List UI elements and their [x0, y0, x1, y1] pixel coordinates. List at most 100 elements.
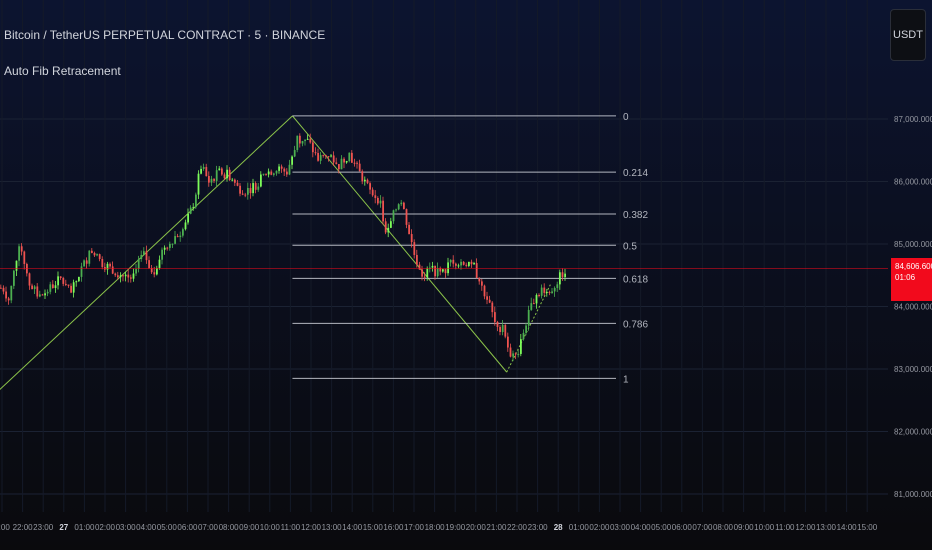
time-tick-label: 16:00: [383, 523, 404, 532]
candle-body: [319, 155, 322, 161]
candle-body: [176, 236, 179, 238]
candle-body: [291, 156, 293, 165]
time-tick-label: 04:00: [136, 523, 157, 532]
time-axis[interactable]: 1:0022:0023:002701:0002:0003:0004:0005:0…: [0, 523, 878, 532]
candle-body: [522, 332, 525, 340]
candle-body: [377, 197, 379, 204]
candle-body: [358, 163, 361, 172]
candle-body: [39, 294, 41, 297]
candle-body: [98, 254, 101, 259]
candle-body: [369, 183, 371, 190]
price-tick-label: 83,000.000000: [894, 365, 932, 374]
time-tick-label: 11:00: [775, 523, 795, 532]
candle-body: [67, 284, 70, 286]
candle-body: [345, 161, 348, 163]
candle-body: [140, 254, 143, 260]
candle-body: [436, 268, 439, 277]
candle-body: [488, 299, 491, 303]
candle-body: [80, 266, 83, 277]
candle-body: [234, 179, 236, 183]
candle-body: [52, 284, 54, 288]
time-tick-label: 10:00: [754, 523, 775, 532]
fib-level-label: 0.382: [623, 210, 648, 221]
candle-body: [226, 169, 228, 179]
candle-body: [465, 264, 468, 266]
candle-body: [449, 259, 452, 263]
candle-body: [247, 188, 249, 195]
price-tick-label: 85,000.000000: [894, 240, 932, 249]
candle-body: [382, 200, 384, 222]
candle-body: [150, 267, 153, 273]
candle-body: [470, 261, 473, 265]
fib-retracement[interactable]: 0 0.214 0.382 0.5 0.618 0.786 1: [292, 112, 648, 386]
candle-body: [306, 138, 309, 140]
time-tick-label: 09:00: [239, 523, 260, 532]
candle-body: [171, 243, 174, 245]
candle-body: [262, 173, 265, 175]
fib-level-label: 0: [623, 112, 629, 123]
candle-body: [231, 179, 234, 181]
candle-body: [327, 156, 330, 158]
candle-body: [280, 166, 283, 169]
candle-body: [13, 270, 15, 286]
candle-body: [452, 259, 455, 264]
candle-body: [288, 164, 291, 175]
candle-body: [564, 273, 566, 278]
candle-body: [442, 269, 444, 272]
candle-body: [2, 287, 5, 292]
candle-body: [338, 164, 340, 170]
time-tick-label: 22:00: [13, 523, 34, 532]
candle-body: [507, 336, 509, 348]
candle-body: [390, 221, 392, 228]
candle-body: [514, 353, 517, 355]
candle-body: [114, 273, 117, 276]
candle-body: [405, 209, 408, 225]
time-tick-label: 03:00: [610, 523, 631, 532]
candle-body: [163, 247, 166, 250]
candle-body: [509, 347, 512, 357]
price-tick-label: 82,000.000000: [894, 428, 932, 437]
currency-button[interactable]: USDT: [890, 9, 926, 61]
candle-body: [189, 207, 192, 214]
candle-body: [322, 155, 325, 157]
candle-body: [353, 162, 356, 164]
candle-body: [296, 135, 299, 151]
candle-body: [10, 285, 13, 301]
candle-body: [301, 141, 304, 144]
time-tick-label: 04:00: [631, 523, 652, 532]
candle-body: [218, 168, 221, 171]
candle-body: [553, 287, 556, 292]
candle-body: [270, 171, 273, 175]
time-tick-label: 12:00: [301, 523, 322, 532]
candle-body: [28, 273, 31, 286]
candle-body: [122, 275, 124, 277]
time-tick-label: 08:00: [219, 523, 240, 532]
candle-body: [111, 266, 114, 274]
candle-body: [265, 173, 267, 175]
candle-body: [556, 284, 559, 288]
candle-body: [421, 269, 423, 277]
candle-body: [418, 264, 421, 270]
candle-body: [174, 236, 176, 244]
candle-body: [23, 251, 26, 264]
candle-body: [166, 247, 169, 249]
chart-grid: [0, 0, 888, 512]
candle-body: [410, 234, 413, 243]
price-axis[interactable]: 87,000.000000 86,000.000000 85,000.000000 8…: [894, 115, 932, 499]
time-tick-label: 22:00: [507, 523, 528, 532]
candle-body: [499, 326, 501, 333]
indicator-label[interactable]: Auto Fib Retracement: [4, 64, 121, 78]
candle-body: [223, 174, 226, 179]
candle-body: [137, 259, 140, 269]
candle-body: [559, 272, 561, 285]
candle-body: [561, 272, 564, 278]
candle-body: [57, 276, 59, 286]
candle-body: [540, 287, 543, 296]
candle-body: [278, 166, 280, 171]
candle-body: [504, 324, 507, 337]
candle-body: [215, 170, 218, 181]
candle-body: [312, 142, 314, 153]
candle-body: [119, 275, 122, 278]
candle-body: [249, 188, 252, 194]
